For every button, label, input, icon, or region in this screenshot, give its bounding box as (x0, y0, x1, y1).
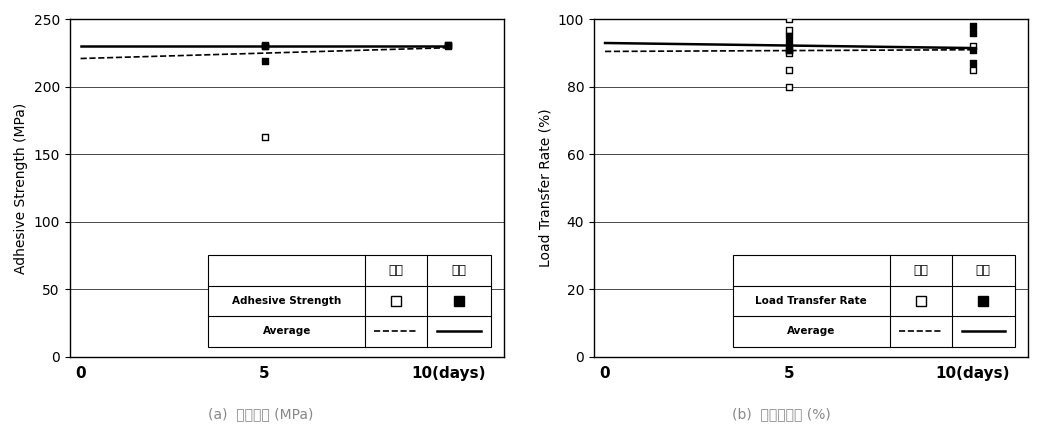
Point (440, 42, 456, 48)
Point (780, 16, 797, 23)
Point (780, 50, 797, 57)
Point (256, 43, 273, 50)
Text: Average: Average (263, 326, 311, 336)
Point (440, 43, 456, 50)
Text: 양면: 양면 (451, 264, 467, 277)
Point (965, 46, 982, 53)
Point (780, 46, 797, 53)
Text: Average: Average (787, 326, 836, 336)
Point (965, 43, 982, 50)
Point (965, 67, 982, 74)
Point (780, 33, 797, 40)
Text: (b)  하중전달률 (%): (b) 하중전달률 (%) (733, 407, 830, 421)
Point (780, 46, 797, 53)
Text: 단면: 단면 (389, 264, 403, 277)
Point (780, 26, 797, 33)
Bar (733, 255, 1015, 346)
Point (256, 43, 273, 50)
Text: (a)  접착강도 (MPa): (a) 접착강도 (MPa) (207, 407, 314, 421)
Point (965, 60, 982, 67)
Point (965, 29, 982, 36)
Text: 양면: 양면 (976, 264, 991, 277)
Y-axis label: Load Transfer Rate (%): Load Transfer Rate (%) (539, 109, 552, 267)
Point (780, 40, 797, 46)
Point (780, 83, 797, 90)
Text: Adhesive Strength: Adhesive Strength (232, 296, 342, 306)
Text: Load Transfer Rate: Load Transfer Rate (755, 296, 867, 306)
Point (256, 42, 273, 48)
Point (965, 23, 982, 29)
Point (440, 42, 456, 48)
Text: 단면: 단면 (913, 264, 928, 277)
Bar (208, 255, 491, 346)
Y-axis label: Adhesive Strength (MPa): Adhesive Strength (MPa) (14, 102, 28, 274)
Point (256, 58, 273, 65)
Point (256, 133, 273, 140)
Point (780, 67, 797, 74)
